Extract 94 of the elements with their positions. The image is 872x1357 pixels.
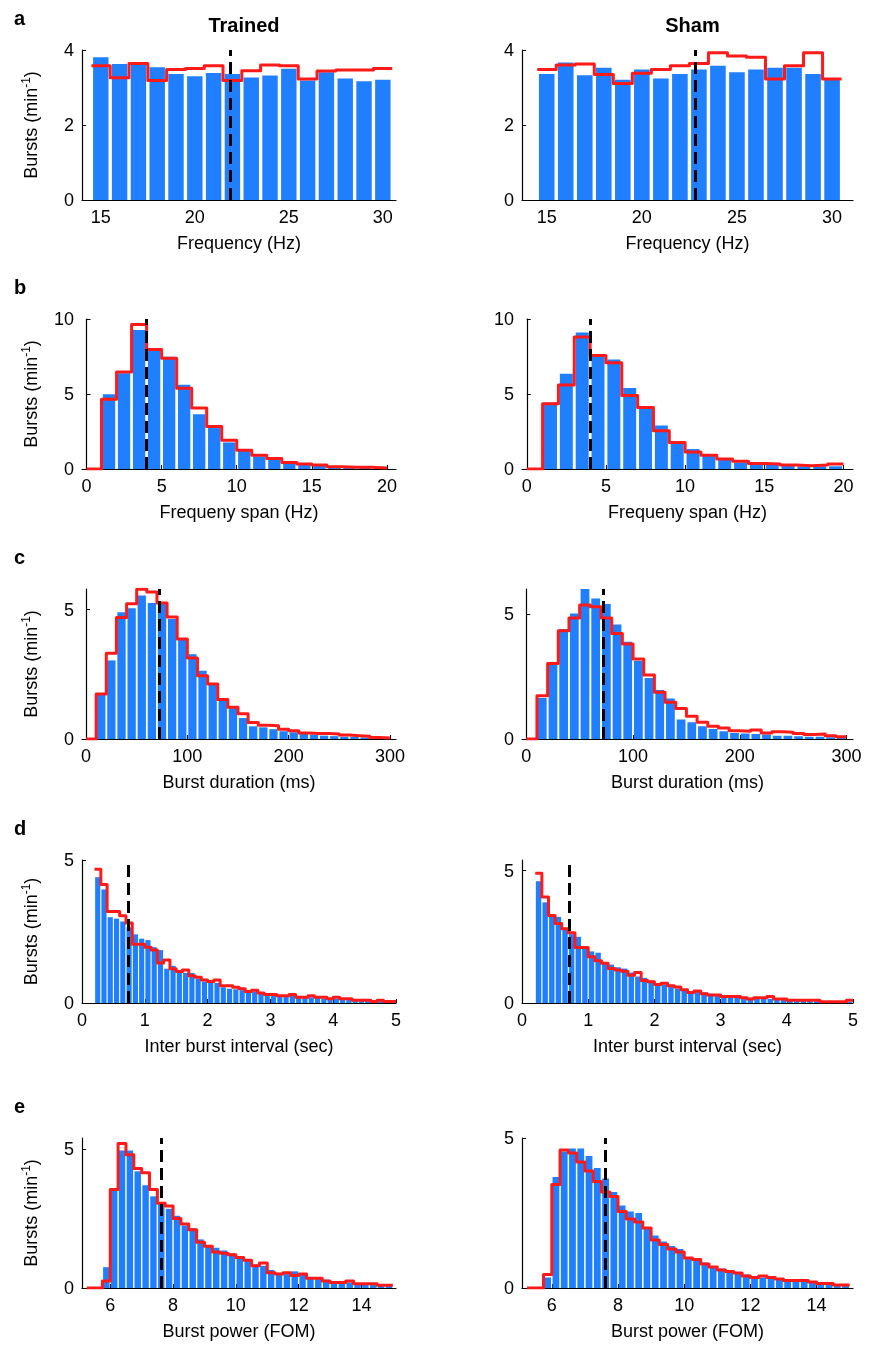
x-tick-label: 300 [374, 746, 405, 766]
x-tick-label: 5 [390, 1010, 402, 1030]
text: a [14, 7, 26, 29]
x-tick-label: 3 [715, 1010, 726, 1030]
y-tick-label: 0 [503, 993, 514, 1013]
x-axis-title: Frequency (Hz) [176, 233, 302, 253]
y-tick-label: 5 [503, 384, 514, 404]
chart-title: Trained [208, 14, 280, 36]
y-tick-label: 0 [63, 190, 74, 210]
chart-title: Sham [665, 14, 720, 36]
x-tick-label: 200 [724, 746, 755, 766]
x-tick-label: 3 [265, 1010, 276, 1030]
x-axis-title: Burst duration (ms) [162, 772, 316, 792]
y-tick-label: 2 [63, 115, 74, 135]
y-tick-label: 10 [53, 309, 74, 329]
x-tick-label: 30 [822, 207, 843, 227]
x-tick-label: 14 [806, 1295, 827, 1315]
x-tick-label: 1 [583, 1010, 594, 1030]
y-tick-label: 5 [503, 604, 514, 624]
x-tick-label: 100 [172, 746, 203, 766]
y-tick-label: 5 [63, 384, 74, 404]
y-tick-label: 0 [63, 993, 74, 1013]
x-tick-label: 10 [225, 1295, 246, 1315]
x-axis-title: Frequeny span (Hz) [159, 502, 319, 522]
x-tick-label: 25 [278, 207, 299, 227]
x-tick-label: 25 [726, 207, 747, 227]
x-tick-label: 10 [226, 476, 247, 496]
x-tick-label: 6 [546, 1295, 557, 1315]
x-tick-label: 0 [76, 1010, 88, 1030]
y-tick-label: 5 [503, 1128, 514, 1148]
x-tick-label: 4 [781, 1010, 792, 1030]
y-tick-label: 0 [503, 1278, 514, 1298]
x-tick-label: 5 [600, 476, 611, 496]
x-axis-title: Inter burst interval (sec) [144, 1036, 334, 1056]
x-tick-label: 300 [831, 746, 862, 766]
y-tick-label: 4 [63, 40, 74, 60]
x-tick-label: 8 [612, 1295, 623, 1315]
y-tick-label: 4 [503, 40, 514, 60]
x-tick-label: 8 [168, 1295, 179, 1315]
text: c [14, 546, 26, 568]
y-tick-label: 0 [503, 459, 514, 479]
x-tick-label: 15 [301, 476, 322, 496]
x-axis-title: Frequency (Hz) [625, 233, 750, 253]
x-tick-label: 200 [273, 746, 304, 766]
y-tick-label: 0 [63, 459, 74, 479]
y-axis-title: Bursts (min-1) [19, 877, 41, 986]
x-axis-title: Burst duration (ms) [610, 772, 765, 792]
y-tick-label: 5 [63, 599, 74, 620]
x-tick-label: 2 [202, 1010, 213, 1030]
x-tick-label: 10 [674, 1295, 695, 1315]
x-tick-label: 0 [81, 476, 92, 496]
x-tick-label: 20 [184, 207, 205, 227]
x-tick-label: 20 [631, 207, 652, 227]
x-tick-label: 100 [618, 746, 649, 766]
text: d [14, 817, 27, 839]
x-tick-label: 5 [156, 476, 167, 496]
x-tick-label: 2 [649, 1010, 660, 1030]
x-tick-label: 20 [376, 476, 397, 496]
x-tick-label: 30 [372, 207, 393, 227]
y-axis-title: Bursts (min-1) [19, 610, 41, 718]
y-tick-label: 0 [63, 729, 74, 749]
x-axis-title: Burst power (FOM) [162, 1321, 316, 1341]
x-tick-label: 20 [833, 476, 854, 496]
y-tick-label: 0 [63, 1278, 74, 1298]
x-tick-label: 0 [521, 476, 532, 496]
x-axis-title: Burst power (FOM) [610, 1321, 765, 1341]
x-tick-label: 1 [139, 1010, 150, 1030]
x-tick-label: 15 [536, 207, 557, 227]
y-axis-title: Bursts (min-1) [19, 71, 41, 179]
y-axis-title: Bursts (min-1) [19, 340, 41, 448]
x-axis-title: Inter burst interval (sec) [592, 1036, 783, 1056]
x-tick-label: 0 [521, 746, 532, 766]
x-tick-label: 14 [351, 1295, 372, 1315]
x-tick-label: 0 [516, 1010, 528, 1030]
x-tick-label: 4 [328, 1010, 339, 1030]
text: e [14, 1095, 26, 1117]
x-tick-label: 15 [90, 207, 111, 227]
y-tick-label: 5 [63, 1139, 74, 1160]
y-tick-label: 10 [493, 309, 514, 329]
y-tick-label: 0 [503, 729, 514, 749]
x-tick-label: 6 [105, 1295, 116, 1315]
y-axis-title: Bursts (min-1) [19, 1159, 41, 1267]
x-tick-label: 12 [288, 1295, 309, 1315]
y-tick-label: 5 [63, 850, 74, 870]
text: b [14, 276, 27, 298]
y-tick-label: 2 [503, 115, 514, 135]
x-tick-label: 15 [754, 476, 775, 496]
y-tick-label: 0 [503, 190, 514, 210]
x-tick-label: 5 [847, 1010, 859, 1030]
x-tick-label: 0 [81, 746, 92, 766]
x-axis-title: Frequeny span (Hz) [607, 502, 768, 522]
x-tick-label: 10 [675, 476, 696, 496]
x-tick-label: 12 [740, 1295, 761, 1315]
y-tick-label: 5 [503, 860, 514, 881]
